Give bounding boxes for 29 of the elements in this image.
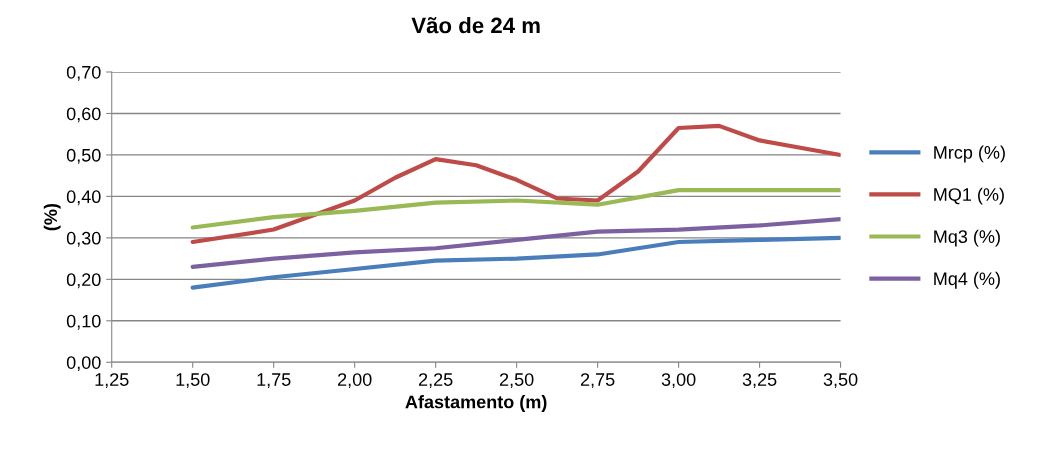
x-tick-label: 2,25 (418, 373, 453, 389)
x-tick-label: 1,25 (95, 373, 129, 389)
legend-label: MQ1 (%) (934, 187, 1004, 205)
y-tick-label: 0,70 (66, 65, 101, 81)
y-tick-label: 0,20 (66, 273, 101, 289)
x-tick-label: 3,25 (742, 373, 777, 389)
y-tick-label: 0,40 (66, 190, 101, 206)
line-series (190, 217, 841, 269)
line-series (190, 235, 841, 290)
x-axis-title: Afastamento (m) (405, 395, 547, 412)
x-tick-label: 3,00 (661, 373, 696, 389)
x-tick-label: 3,50 (823, 373, 858, 389)
x-tick-label: 1,50 (176, 373, 210, 389)
legend-label: Mq4 (%) (934, 271, 1000, 289)
x-tick-label: 2,75 (580, 373, 615, 389)
x-tick-label: 1,75 (257, 373, 291, 389)
line-series (190, 123, 841, 245)
x-tick-label: 2,00 (338, 373, 372, 389)
y-axis-title: (%) (43, 203, 61, 231)
legend-label: Mrcp (%) (934, 145, 1005, 163)
y-tick-label: 0,10 (66, 314, 101, 330)
chart-title: Vão de 24 m (411, 17, 540, 34)
line-series (190, 188, 841, 230)
legend-label: Mq3 (%) (934, 229, 1000, 247)
x-tick-label: 2,50 (499, 373, 534, 389)
y-tick-label: 0,60 (66, 107, 101, 123)
y-tick-label: 0,50 (66, 148, 101, 164)
y-tick-label: 0,30 (66, 231, 101, 247)
y-tick-label: 0,00 (66, 356, 101, 372)
